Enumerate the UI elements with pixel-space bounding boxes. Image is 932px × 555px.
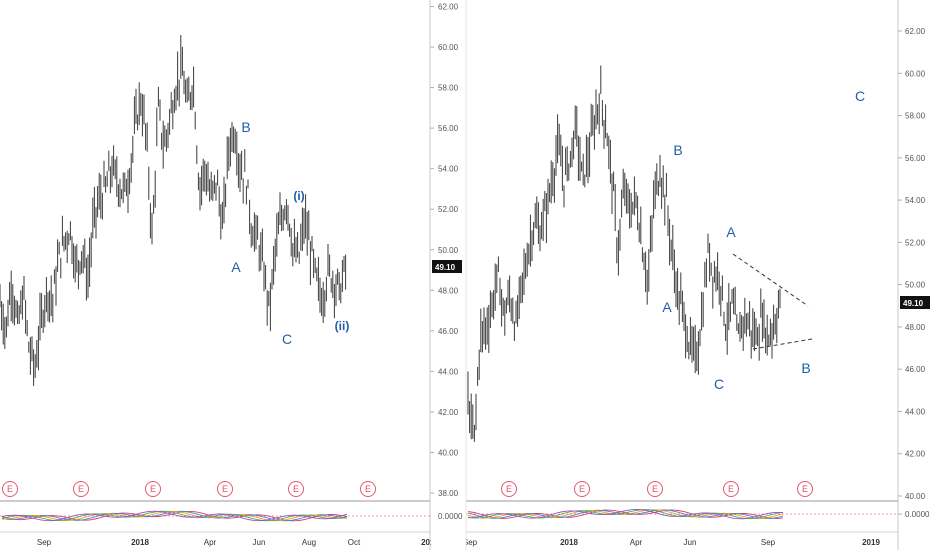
indicator-line [467,509,784,520]
x-tick-label: Oct [348,538,361,547]
wave-label: A [231,259,241,275]
y-tick-label: 60.00 [438,43,459,52]
earnings-marker-label: E [506,484,512,494]
y-tick-label: 50.00 [438,246,459,255]
earnings-marker-label: E [802,484,808,494]
y-tick-label: 56.00 [438,124,459,133]
indicator-value-label: 0.0000 [438,512,463,521]
y-tick-label: 42.00 [438,408,459,417]
last-price-box [900,296,930,309]
wave-label: A [662,299,672,315]
wave-label: C [282,331,292,347]
earnings-marker[interactable] [288,481,304,497]
y-tick-label: 46.00 [905,365,926,374]
y-tick-label: 48.00 [905,323,926,332]
wave-label: (ii) [335,319,350,333]
x-tick-label: Jun [253,538,266,547]
y-tick-label: 40.00 [438,448,459,457]
last-price-box [432,260,462,273]
x-tick-label: Sep [463,538,478,547]
earnings-marker-label: E [222,484,228,494]
y-tick-label: 62.00 [438,3,459,12]
wave-label: B [241,119,250,135]
x-tick-label: Sep [761,538,776,547]
earnings-marker[interactable] [647,481,663,497]
indicator-value-label: 0.0000 [905,510,930,519]
earnings-marker-label: E [7,484,13,494]
y-tick-label: 48.00 [438,286,459,295]
earnings-marker[interactable] [797,481,813,497]
x-tick-label: 2018 [131,538,149,547]
x-tick-label: 2019 [862,538,880,547]
indicator-line [1,510,348,522]
y-tick-label: 60.00 [905,69,926,78]
y-tick-label: 38.00 [438,489,459,498]
earnings-marker-label: E [728,484,734,494]
y-tick-label: 58.00 [905,112,926,121]
y-tick-label: 44.00 [438,367,459,376]
earnings-marker[interactable] [217,481,233,497]
earnings-marker[interactable] [145,481,161,497]
earnings-marker-label: E [293,484,299,494]
earnings-marker[interactable] [501,481,517,497]
x-tick-label: Aug [302,538,316,547]
earnings-marker[interactable] [574,481,590,497]
wave-label: B [801,360,810,376]
earnings-marker[interactable] [73,481,89,497]
earnings-marker[interactable] [2,481,18,497]
y-tick-label: 62.00 [905,27,926,36]
y-tick-label: 42.00 [905,450,926,459]
indicator-line [1,510,348,522]
x-tick-label: Apr [204,538,217,547]
wave-label: C [714,376,724,392]
y-tick-label: 58.00 [438,84,459,93]
y-tick-label: 56.00 [905,154,926,163]
earnings-marker-label: E [652,484,658,494]
y-tick-label: 52.00 [438,205,459,214]
panel-gap [431,0,466,550]
y-tick-label: 54.00 [905,196,926,205]
last-price-label: 49.10 [903,299,924,308]
earnings-marker[interactable] [723,481,739,497]
wave-label: A [726,224,736,240]
last-price-label: 49.10 [435,263,456,272]
x-tick-label: Jun [684,538,697,547]
earnings-marker-label: E [78,484,84,494]
y-tick-label: 50.00 [905,281,926,290]
indicator-line [467,509,784,520]
wave-label: C [855,88,865,104]
earnings-marker-label: E [579,484,585,494]
x-tick-label: Sep [37,538,52,547]
triangle-upper-line [732,253,809,307]
y-tick-label: 44.00 [905,407,926,416]
wave-label: B [673,142,682,158]
earnings-marker-label: E [365,484,371,494]
y-tick-label: 54.00 [438,165,459,174]
y-tick-label: 40.00 [905,492,926,501]
y-tick-label: 46.00 [438,327,459,336]
wave-label: (i) [293,189,304,203]
y-tick-label: 52.00 [905,238,926,247]
earnings-marker[interactable] [360,481,376,497]
earnings-marker-label: E [150,484,156,494]
triangle-lower-line [752,338,813,350]
x-tick-label: 2018 [560,538,578,547]
x-tick-label: Apr [630,538,643,547]
